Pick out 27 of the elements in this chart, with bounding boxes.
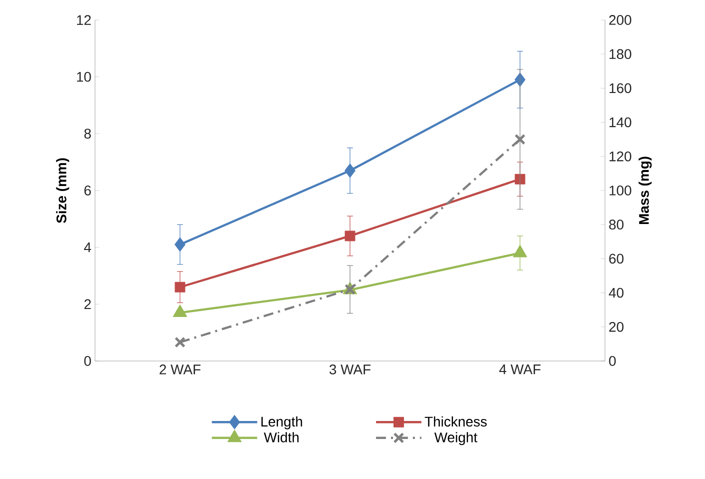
y-tick-label: 10 — [77, 72, 91, 82]
y-tick-label: 2 — [84, 299, 91, 310]
y2-tick-label: 0 — [609, 356, 616, 366]
y2-axis-title: Mass (mg) — [638, 156, 652, 224]
y2-tick-label: 160 — [610, 83, 632, 94]
x-tick-label: 4 WAF — [499, 364, 541, 374]
y-tick-label: 8 — [84, 128, 91, 139]
y-axis-title: Size (mm) — [56, 158, 70, 224]
legend-label: Length — [261, 416, 302, 430]
y2-tick-label: 20 — [609, 322, 624, 332]
legend-label: Width — [264, 432, 299, 442]
y2-tick-label: 80 — [609, 220, 624, 230]
y-tick-label: 6 — [84, 186, 91, 196]
y2-tick-label: 40 — [608, 288, 624, 298]
legend-label: Thickness — [424, 416, 487, 427]
y2-tick-label: 180 — [610, 49, 632, 60]
x-tick-label: 3 WAF — [329, 364, 371, 374]
y2-tick-label: 140 — [610, 117, 632, 128]
y2-tick-label: 120 — [610, 151, 632, 162]
y-tick-label: 12 — [77, 15, 91, 25]
y2-tick-label: 100 — [610, 186, 632, 196]
y2-tick-label: 60 — [609, 254, 624, 264]
y-tick-label: 0 — [84, 356, 91, 366]
y-tick-label: 4 — [84, 242, 92, 252]
x-tick-label: 2 WAF — [160, 364, 201, 374]
y2-tick-label: 200 — [609, 15, 632, 25]
legend-label: Weight — [434, 432, 478, 446]
